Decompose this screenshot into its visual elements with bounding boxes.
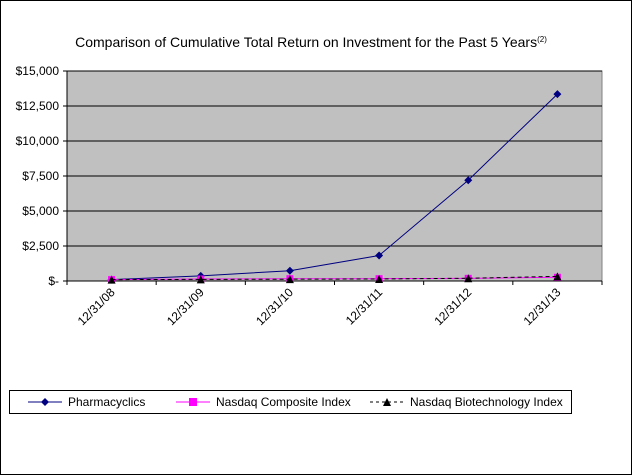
chart-title: Comparison of Cumulative Total Return on…	[75, 34, 547, 50]
data-point	[464, 274, 473, 283]
legend-item-pharmacyclics: Pharmacyclics	[28, 391, 145, 413]
legend-item-nasdaq-biotechnology: Nasdaq Biotechnology Index	[370, 391, 563, 413]
data-point	[553, 272, 562, 281]
data-point	[375, 251, 384, 260]
data-point	[553, 90, 562, 99]
data-point	[285, 266, 294, 275]
x-tick-label: 12/31/10	[253, 285, 296, 328]
legend-label: Nasdaq Composite Index	[216, 395, 351, 409]
legend: Pharmacyclics Nasdaq Composite Index Nas…	[9, 390, 572, 414]
plot-area: $- $2,500 $5,000 $7,500 $10,000 $12,500 $15,00…	[16, 64, 603, 328]
chart-title-text: Comparison of Cumulative Total Return on…	[75, 34, 537, 50]
chart-title-superscript: (2)	[537, 35, 547, 44]
x-tick-label: 12/31/12	[431, 285, 474, 328]
x-tick-label: 12/31/11	[343, 285, 386, 328]
diamond-marker-icon	[28, 398, 62, 406]
data-point	[196, 275, 205, 284]
y-tick-label: $-	[48, 274, 59, 288]
legend-label: Nasdaq Biotechnology Index	[410, 395, 563, 409]
series-line-0	[111, 93, 558, 281]
y-tick-label: $7,500	[22, 169, 59, 183]
y-tick-label: $10,000	[16, 134, 60, 148]
data-point	[375, 274, 384, 283]
y-tick-label: $5,000	[22, 204, 59, 218]
y-tick-label: $15,000	[16, 64, 60, 78]
legend-label: Pharmacyclics	[68, 395, 146, 409]
y-tick-label: $12,500	[16, 99, 60, 113]
triangle-marker-icon	[370, 398, 404, 406]
y-tick-label: $2,500	[22, 239, 59, 253]
data-point	[285, 275, 294, 284]
data-point	[107, 275, 116, 284]
series-line-2	[111, 275, 558, 281]
x-tick-label: 12/31/09	[164, 285, 207, 328]
square-marker-icon	[176, 398, 210, 406]
x-tick-label: 12/31/13	[521, 285, 564, 328]
data-point	[464, 176, 473, 185]
legend-item-nasdaq-composite: Nasdaq Composite Index	[176, 391, 351, 413]
x-tick-label: 12/31/08	[75, 285, 118, 328]
